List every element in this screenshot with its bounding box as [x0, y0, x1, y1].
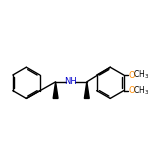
Text: CH$_3$: CH$_3$: [133, 84, 149, 97]
Polygon shape: [53, 82, 58, 98]
Text: O: O: [129, 71, 135, 79]
Text: NH: NH: [64, 77, 77, 86]
Text: O: O: [129, 86, 135, 95]
Text: CH$_3$: CH$_3$: [133, 69, 149, 81]
Polygon shape: [84, 82, 89, 98]
